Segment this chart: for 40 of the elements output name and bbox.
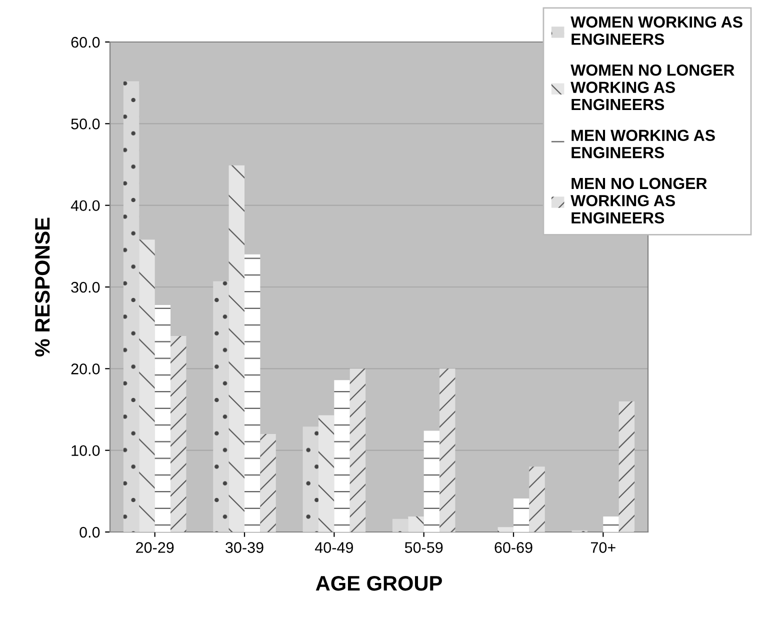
bar [350,368,366,532]
bar [213,281,229,532]
x-tick-label: 30-39 [226,542,264,553]
bar [244,254,260,532]
bar [618,401,635,532]
x-tick-label: 40-49 [314,542,353,553]
legend-label: WOMEN NO LONGER WORKING AS ENGINEERS [570,64,734,110]
legend-label: MEN WORKING AS ENGINEERS [572,130,715,158]
bar [302,426,318,532]
bar [334,380,350,532]
y-tick-label: 10.0 [72,445,100,456]
bar [529,466,545,532]
legend-label: WOMEN WORKING AS ENGINEERS [570,16,742,45]
bar [408,516,424,532]
bar [603,516,619,532]
bar [228,165,244,532]
x-axis-title: AGE GROUP [316,576,442,591]
bar [514,498,530,532]
y-tick-label: 40.0 [70,200,100,212]
x-tick-label: 60-69 [494,542,532,553]
y-tick-label: 20.0 [71,364,100,374]
legend-label: MEN NO LONGER WORKING AS ENGINEERS [570,178,707,224]
bar [440,368,456,532]
bar [123,81,140,532]
y-tick-label: 50.0 [71,118,100,130]
bar [392,518,408,532]
y-tick-label: 60.0 [71,36,100,48]
bar [170,336,186,532]
bar [154,304,171,532]
y-tick-label: 30.0 [71,282,100,293]
y-tick-label: 0.0 [80,526,100,538]
x-tick-label: 50-59 [404,542,443,553]
bar [424,430,440,532]
bar [139,240,155,532]
x-tick-label: 70+ [590,542,616,553]
bar [498,527,514,532]
y-axis-title: % RESPONSE [35,218,50,357]
bar [260,434,276,532]
x-tick-label: 20-29 [136,542,174,553]
bar [318,415,334,532]
